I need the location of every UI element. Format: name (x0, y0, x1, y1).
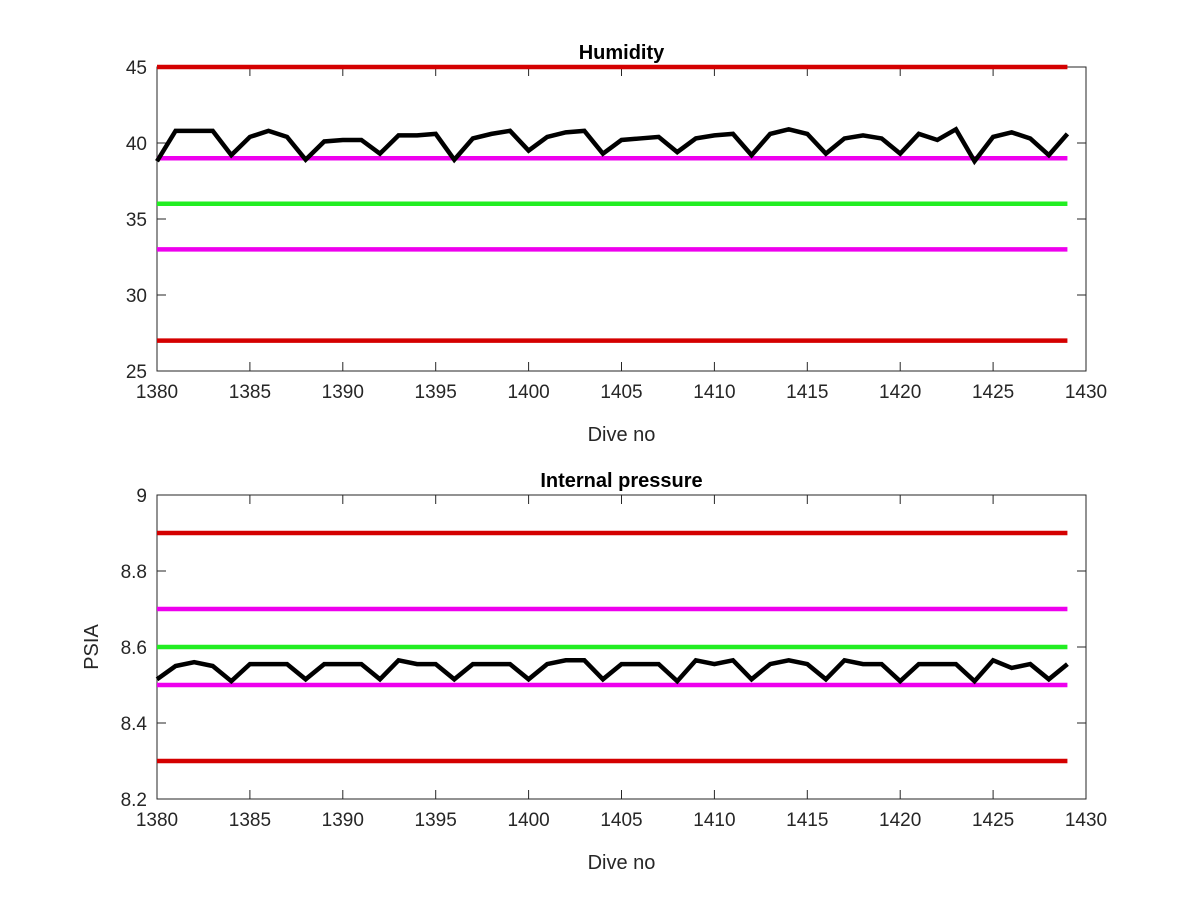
x-tick-label: 1425 (972, 810, 1014, 831)
y-tick-label: 45 (126, 58, 147, 79)
x-tick-label: 1380 (136, 382, 178, 403)
data-series-line (155, 657, 1069, 685)
y-tick-label: 8.4 (121, 714, 148, 735)
x-tick-label: 1400 (507, 810, 549, 831)
y-tick-label: 9 (136, 486, 147, 507)
y-axis-label: PSIA (81, 624, 103, 670)
x-tick-label: 1395 (415, 382, 457, 403)
x-axis-label: Dive no (588, 852, 656, 874)
x-tick-label: 1430 (1065, 382, 1107, 403)
x-tick-label: 1425 (972, 382, 1014, 403)
plot-area (156, 66, 1087, 372)
x-axis-label: Dive no (588, 424, 656, 446)
x-tick-label: 1420 (879, 382, 921, 403)
x-tick-label: 1415 (786, 382, 828, 403)
y-tick-label: 8.8 (121, 562, 147, 583)
chart-title: Internal pressure (540, 470, 702, 492)
x-tick-label: 1380 (136, 810, 178, 831)
x-tick-label: 1405 (600, 382, 642, 403)
humidity-chart: 1380 1385 1390 1395 1400 1405 1410 1415 1420 1425… (126, 42, 1107, 446)
x-tick-label: 1385 (229, 810, 271, 831)
y-tick-label: 40 (126, 134, 147, 155)
y-tick-label: 25 (126, 362, 147, 383)
x-tick-label: 1430 (1065, 810, 1107, 831)
x-tick-label: 1395 (415, 810, 457, 831)
x-tick-label: 1405 (600, 810, 642, 831)
y-tick-label: 8.6 (121, 638, 147, 659)
x-tick-label: 1410 (693, 382, 735, 403)
data-series-line (155, 126, 1070, 166)
y-tick-label: 8.2 (121, 790, 147, 811)
y-tick-label: 30 (126, 286, 147, 307)
x-tick-label: 1390 (322, 382, 364, 403)
x-tick-label: 1385 (229, 382, 271, 403)
x-tick-label: 1400 (507, 382, 549, 403)
chart-title: Humidity (579, 42, 665, 64)
y-tick-label: 35 (126, 210, 147, 231)
internal-pressure-chart: 1380 1385 1390 1395 1400 1405 1410 1415 1420 1425… (81, 470, 1107, 874)
x-tick-label: 1390 (322, 810, 364, 831)
x-tick-label: 1410 (693, 810, 735, 831)
x-tick-label: 1415 (786, 810, 828, 831)
x-tick-label: 1420 (879, 810, 921, 831)
